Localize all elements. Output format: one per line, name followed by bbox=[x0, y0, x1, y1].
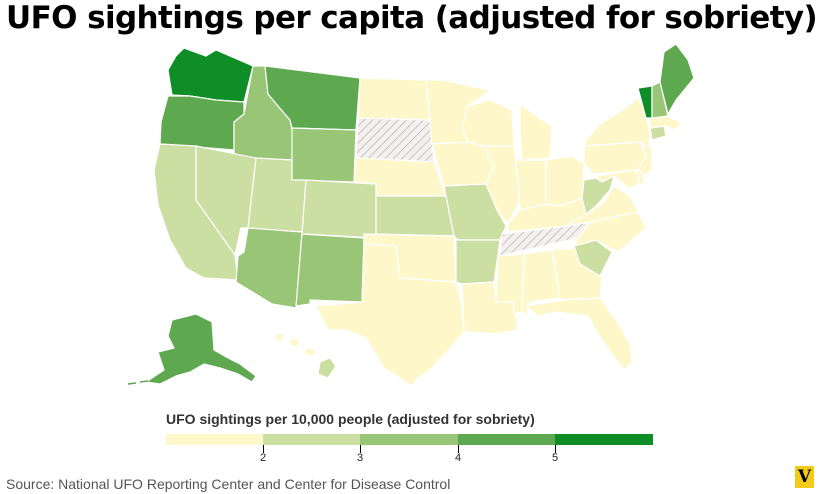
legend-tick bbox=[360, 445, 361, 453]
state-IL bbox=[483, 145, 521, 225]
state-OR bbox=[159, 95, 245, 151]
state-OH bbox=[545, 155, 585, 207]
state-ND bbox=[357, 77, 431, 121]
legend-swatch-3 bbox=[458, 434, 555, 445]
state-HI bbox=[317, 357, 337, 379]
legend-title: UFO sightings per 10,000 people (adjuste… bbox=[166, 411, 535, 427]
hawaii-island-kauai bbox=[275, 333, 284, 341]
state-AR bbox=[455, 239, 501, 285]
page-title: UFO sightings per capita (adjusted for s… bbox=[6, 0, 818, 36]
legend-swatch-0 bbox=[166, 434, 263, 445]
state-KS bbox=[375, 195, 455, 237]
alaska-aleutian-islands bbox=[127, 380, 149, 385]
legend-swatch-2 bbox=[360, 434, 458, 445]
state-WA bbox=[167, 47, 254, 103]
state-AK bbox=[145, 313, 257, 385]
source-note: Source: National UFO Reporting Center an… bbox=[6, 476, 451, 492]
legend-tick-label: 2 bbox=[259, 452, 267, 464]
state-SD bbox=[355, 117, 435, 163]
hawaii-island-maui bbox=[304, 347, 317, 357]
state-CO bbox=[301, 179, 377, 239]
legend-tick-label: 3 bbox=[356, 452, 364, 464]
legend-tick-label: 5 bbox=[551, 452, 559, 464]
state-MI bbox=[519, 103, 553, 161]
state-IN bbox=[515, 159, 547, 211]
state-WY bbox=[291, 127, 357, 183]
legend-swatch-4 bbox=[555, 434, 653, 445]
state-LA bbox=[461, 281, 519, 335]
vox-logo[interactable]: V bbox=[795, 466, 814, 488]
legend-tick bbox=[458, 445, 459, 453]
state-WI bbox=[461, 99, 515, 147]
state-NM bbox=[295, 233, 365, 307]
state-DE bbox=[635, 169, 645, 185]
hawaii-island-oahu bbox=[289, 337, 299, 347]
state-PA bbox=[583, 141, 647, 175]
state-NY bbox=[583, 97, 651, 155]
legend-color-scale bbox=[166, 434, 653, 445]
legend-tick-label: 4 bbox=[454, 452, 462, 464]
legend-swatch-1 bbox=[263, 434, 360, 445]
legend-tick bbox=[263, 445, 264, 453]
legend-tick bbox=[555, 445, 556, 453]
state-ME bbox=[659, 43, 695, 115]
state-AZ bbox=[235, 227, 303, 309]
state-FL bbox=[525, 297, 633, 371]
state-TX bbox=[315, 243, 465, 387]
state-NH bbox=[651, 81, 669, 119]
